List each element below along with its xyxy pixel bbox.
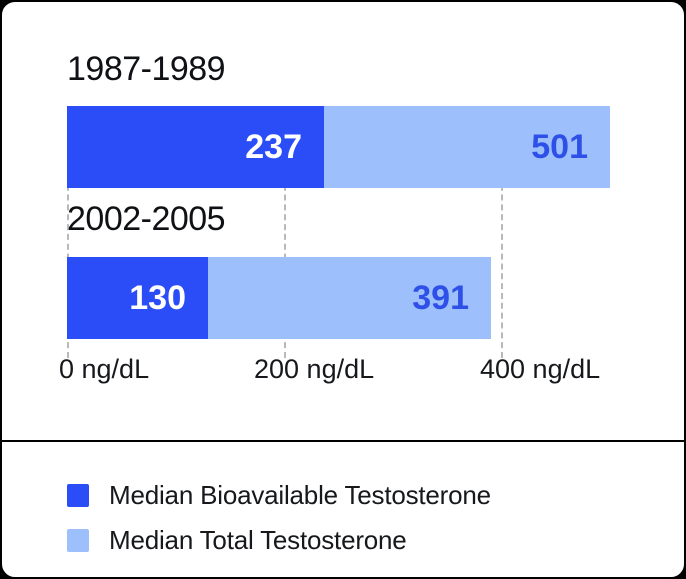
legend-item-total: Median Total Testosterone	[67, 525, 491, 556]
divider	[2, 440, 684, 442]
legend-label-bioavailable: Median Bioavailable Testosterone	[109, 480, 491, 510]
gridline-0	[67, 106, 69, 358]
x-axis-tick-0: 0 ng/dL	[59, 354, 150, 384]
gridline-400	[501, 106, 503, 358]
legend: Median Bioavailable Testosterone Median …	[67, 480, 491, 556]
bar-value-bioavailable-2002-2005: 130	[129, 278, 186, 317]
x-axis-tick-200: 200 ng/dL	[254, 354, 375, 384]
bar-segment-total-1987-1989: 501	[324, 106, 610, 188]
bar-value-total-1987-1989: 501	[531, 127, 588, 166]
bar-1987-1989: 237 501	[67, 106, 610, 188]
legend-label-total: Median Total Testosterone	[109, 525, 407, 555]
bar-value-bioavailable-1987-1989: 237	[245, 127, 302, 166]
bar-value-total-2002-2005: 391	[412, 278, 469, 317]
gridline-200	[284, 106, 286, 358]
bar-group-label-1987-1989: 1987-1989	[67, 50, 226, 88]
legend-swatch-bioavailable	[67, 484, 89, 507]
x-axis-tick-400: 400 ng/dL	[480, 354, 601, 384]
bar-segment-bioavailable-2002-2005: 130	[67, 257, 208, 339]
chart-area: 1987-1989 237 501 2002-2005 130 391	[2, 2, 684, 440]
bar-segment-bioavailable-1987-1989: 237	[67, 106, 324, 188]
bar-2002-2005: 130 391	[67, 257, 491, 339]
legend-item-bioavailable: Median Bioavailable Testosterone	[67, 480, 491, 511]
bar-group-label-2002-2005: 2002-2005	[67, 200, 226, 238]
bar-segment-total-2002-2005: 391	[208, 257, 491, 339]
legend-swatch-total	[67, 529, 89, 552]
